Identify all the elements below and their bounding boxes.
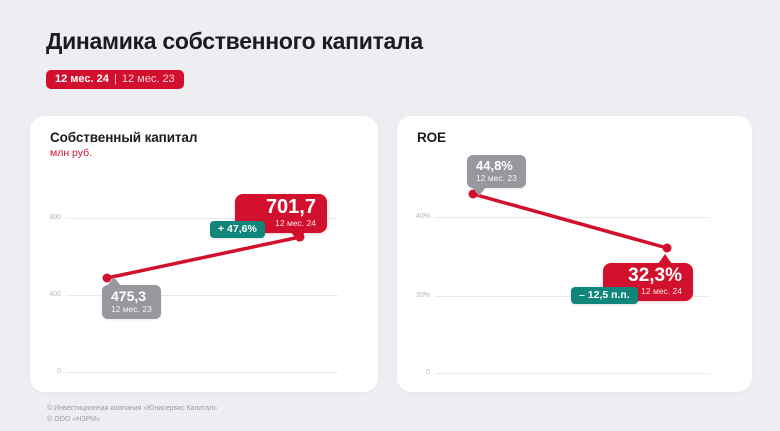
ytick-0: 0 (57, 368, 61, 375)
roe-chart-card: ROE 40% 20% 0 44,8% 12 мес. 23 32,3% 12 … (397, 116, 752, 392)
equity-chart-unit: млн руб. (50, 147, 93, 159)
gridline-40pct: 40% (416, 213, 710, 220)
equity-curr-period: 12 мес. 24 (275, 218, 316, 228)
gridline-400: 400 (49, 291, 338, 298)
roe-prev-value: 44,8% (476, 158, 513, 173)
equity-curr-value: 701,7 (265, 196, 316, 218)
callout-pointer (658, 254, 672, 264)
equity-chart-card: Собственный капитал млн руб. 800 400 0 4… (30, 116, 378, 392)
roe-chart-title: ROE (417, 130, 446, 145)
ytick-0pct: 0 (426, 369, 430, 376)
equity-chart-title: Собственный капитал (50, 130, 198, 145)
equity-change-badge: + 47,6% (210, 221, 265, 238)
roe-line-chart (468, 189, 672, 253)
roe-curr-value: 32,3% (628, 265, 682, 286)
equity-prev-callout: 475,3 12 мес. 23 (102, 277, 161, 319)
gridline-0: 0 (57, 368, 338, 375)
equity-line-chart (102, 232, 305, 283)
page-title: Динамика собственного капитала (46, 28, 423, 54)
ytick-400: 400 (49, 291, 61, 298)
ytick-800: 800 (49, 214, 61, 221)
equity-prev-value: 475,3 (111, 288, 147, 304)
gridline-800: 800 (49, 214, 338, 221)
roe-prev-period: 12 мес. 23 (476, 172, 517, 183)
roe-prev-callout: 44,8% 12 мес. 23 (467, 155, 526, 196)
period-separator: | (113, 73, 117, 85)
footer-line-1: © Инвестиционная компания «Юнисервис Кап… (47, 405, 218, 412)
equity-prev-period: 12 мес. 23 (111, 303, 152, 314)
period-current: 12 мес. 24 (55, 73, 109, 85)
callout-pointer (107, 277, 121, 286)
period-previous: 12 мес. 23 (121, 73, 175, 85)
roe-curr-period: 12 мес. 24 (641, 285, 682, 296)
callout-pointer (472, 186, 486, 196)
gridline-0pct: 0 (426, 369, 710, 376)
ytick-20pct: 20% (415, 292, 430, 299)
roe-change-badge: – 12,5 п.п. (571, 287, 638, 304)
ytick-40pct: 40% (415, 213, 430, 220)
period-badge: 12 мес. 24 | 12 мес. 23 (46, 70, 184, 89)
copyright-footer: © Инвестиционная компания «Юнисервис Кап… (47, 404, 217, 426)
callout-pointer (291, 232, 305, 243)
roe-point-curr (662, 243, 672, 253)
equity-curr-callout: 701,7 12 мес. 24 (235, 194, 327, 243)
footer-line-2: © ООО «НЗРМ» (47, 415, 100, 423)
